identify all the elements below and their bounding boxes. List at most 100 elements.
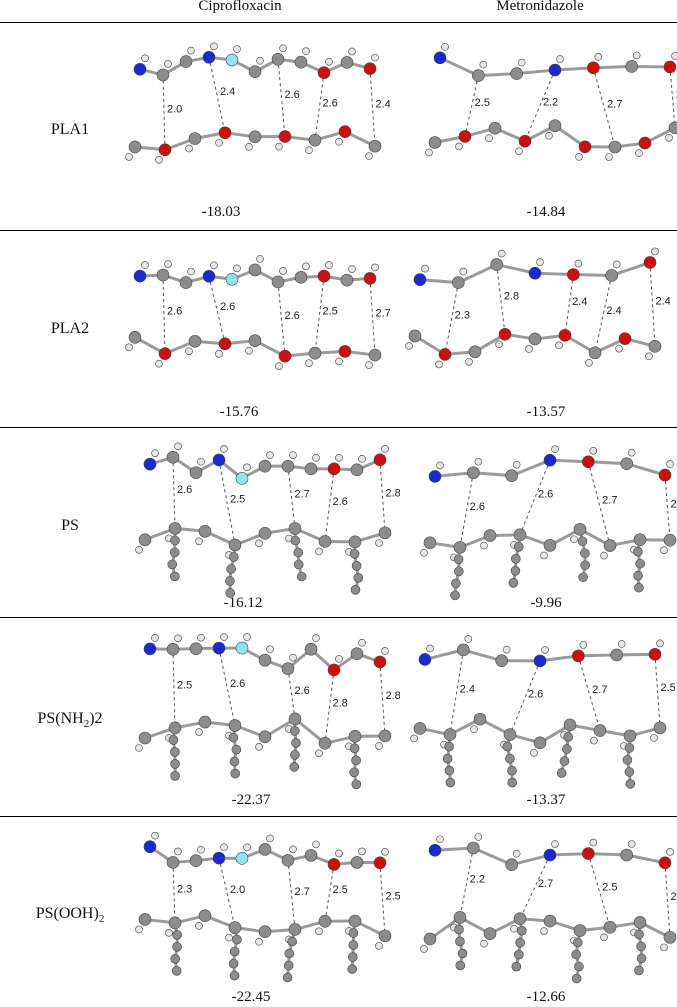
carbon-atom	[636, 941, 646, 952]
hydrogen-atom	[517, 58, 526, 67]
hydrogen-atom	[651, 247, 659, 256]
hydrogen-bond-dashed-line	[444, 282, 459, 355]
carbon-atom	[603, 920, 617, 934]
hydrogen-bond-dashed-line	[459, 472, 474, 548]
hydrogen-atom	[358, 638, 366, 647]
hydrogen-bond-dashed-line	[172, 862, 176, 923]
carbon-atom	[226, 564, 236, 574]
distance-label: 2.6	[538, 489, 553, 501]
carbon-atom	[467, 841, 480, 855]
hydrogen-atom	[590, 736, 598, 745]
molecule-metro-ps-nh2: 2.4 2.6 2.7 2.5	[405, 621, 675, 797]
carbon-atom	[271, 52, 285, 66]
distance-label: 2.6	[323, 97, 338, 109]
distance-label: 2.8	[333, 698, 348, 710]
carbon-atom	[445, 777, 456, 788]
carbon-atom	[198, 524, 212, 538]
hydrogen-atom	[210, 42, 218, 51]
distance-label: 2.2	[543, 97, 558, 109]
oxygen-atom	[338, 345, 352, 358]
hydrogen-atom	[197, 633, 205, 642]
nitrogen-atom	[418, 653, 432, 666]
hydrogen-atom	[579, 641, 588, 649]
carbon-atom	[510, 67, 523, 80]
oxygen-atom	[658, 468, 672, 482]
carbon-atom	[172, 942, 182, 952]
hydrogen-bond-dashed-line	[277, 59, 286, 137]
hydrogen-atom	[570, 535, 578, 544]
carbon-atom	[258, 527, 272, 540]
bond	[616, 652, 656, 657]
carbon-atom	[348, 940, 359, 950]
hydrogen-atom	[312, 634, 320, 643]
hydrogen-atom	[335, 357, 343, 366]
carbon-atom	[453, 911, 467, 924]
hydrogen-atom	[164, 260, 172, 268]
carbon-atom	[248, 334, 262, 347]
carbon-atom	[454, 924, 464, 935]
carbon-atom	[248, 130, 262, 144]
carbon-atom	[170, 954, 180, 964]
hydrogen-bond-dashed-line	[369, 278, 376, 356]
nitrogen-atom	[143, 642, 157, 656]
molecule-metro-ps: 2.6 2.6 2.7 2.8	[415, 430, 677, 606]
hydrogen-atom	[540, 927, 548, 935]
hydrogen-atom	[151, 831, 159, 840]
hydrogen-atom	[632, 51, 641, 60]
oxygen-atom	[278, 349, 292, 363]
hydrogen-atom	[495, 340, 503, 349]
hydrogen-atom	[650, 734, 658, 742]
hydrogen-atom	[312, 840, 320, 849]
hydrogen-atom	[256, 255, 264, 263]
carbon-atom	[428, 136, 442, 149]
carbon-atom	[495, 654, 508, 667]
carbon-atom	[508, 578, 519, 588]
hydrogen-atom	[325, 57, 333, 66]
hydrogen-atom	[365, 152, 373, 160]
hydrogen-atom	[545, 131, 553, 140]
hydrogen-atom	[645, 352, 653, 361]
carbon-atom	[229, 970, 240, 981]
carbon-atom	[349, 549, 360, 559]
hydrogen-atom	[135, 744, 143, 752]
oxygen-atom	[218, 126, 232, 140]
hydrogen-atom	[279, 44, 287, 53]
hydrogen-atom	[195, 728, 203, 736]
carbon-atom	[172, 930, 182, 940]
distance-label: 2.4	[460, 683, 475, 695]
bond	[573, 273, 612, 277]
hydrogen-atom	[220, 843, 228, 851]
carbon-atom	[588, 346, 602, 360]
hydrogen-atom	[255, 937, 263, 946]
carbon-atom	[318, 535, 332, 548]
hydrogen-atom	[348, 47, 356, 56]
carbon-atom	[350, 647, 364, 660]
hydrogen-atom	[174, 847, 182, 856]
carbon-atom	[283, 960, 294, 971]
hydrogen-bond-dashed-line	[208, 57, 226, 133]
carbon-atom	[289, 762, 300, 772]
distance-label: 2.5	[177, 680, 192, 692]
carbon-atom	[625, 779, 636, 789]
carbon-atom	[455, 936, 465, 947]
carbon-atom	[453, 541, 467, 554]
carbon-atom	[610, 648, 623, 662]
energy-cipro-ps-nh2: -22.37	[231, 792, 271, 808]
carbon-atom	[290, 535, 301, 546]
carbon-atom	[490, 258, 503, 271]
hydrogen-bond-dashed-line	[449, 649, 464, 735]
hydrogen-atom	[335, 655, 343, 663]
carbon-atom	[258, 730, 272, 744]
hydrogen-atom	[279, 267, 287, 275]
row-label-ps-ooh2: PS(OOH)2	[35, 905, 105, 926]
oxygen-atom	[373, 655, 387, 669]
carbon-atom	[513, 949, 524, 960]
distance-label: 2.0	[167, 103, 182, 115]
carbon-atom	[228, 719, 242, 732]
molecule-cipro-ps-ooh2: 2.3 2.0 2.7 2.5 2.5	[130, 818, 400, 994]
hydrogen-atom	[541, 646, 549, 654]
carbon-atom	[453, 554, 464, 565]
bond	[473, 471, 512, 478]
hydrogen-bond-dashed-line	[162, 275, 166, 354]
molecule-cipro-ps-nh2: 2.5 2.6 2.6 2.8 2.8	[130, 621, 400, 797]
